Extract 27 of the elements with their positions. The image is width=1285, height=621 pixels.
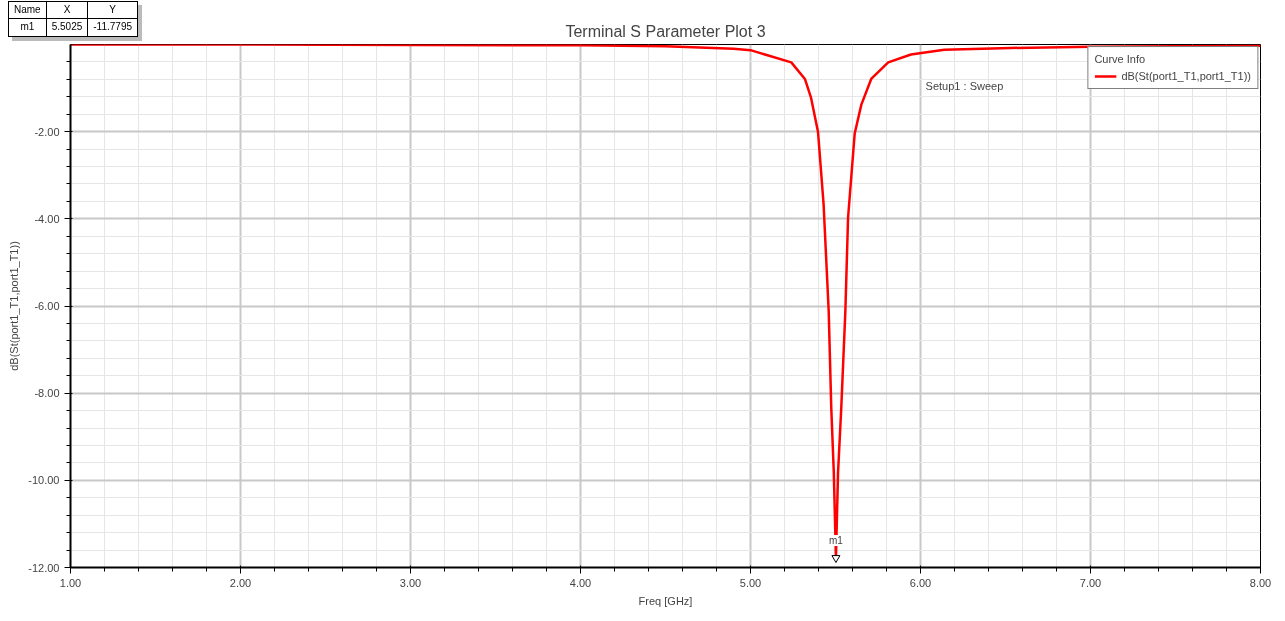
- text: Y: [87, 1, 138, 19]
- x-tick-label: 2.00: [229, 576, 252, 589]
- y-axis-title: dB(St(port1_T1,port1_T1)): [8, 241, 21, 371]
- legend-label: dB(St(port1_T1,port1_T1)): [1121, 70, 1251, 82]
- text: X: [46, 1, 88, 19]
- x-tick-label: 4.00: [569, 576, 592, 589]
- x-axis-title: Freq [GHz]: [638, 594, 693, 607]
- text: 5.5025: [46, 18, 88, 37]
- legend-title: Curve Info: [1094, 53, 1147, 65]
- annotation: m1: [828, 534, 844, 546]
- x-tick-label: 5.00: [739, 576, 762, 589]
- text: m1: [8, 18, 47, 37]
- chart-title: Terminal S Parameter Plot 3: [565, 22, 766, 40]
- y-tick-label: -4.00: [34, 212, 60, 225]
- y-tick-label: -6.00: [34, 300, 60, 312]
- x-tick-label: 1.00: [59, 576, 82, 589]
- y-tick-label: -2.00: [34, 125, 60, 138]
- annotation: Setup1 : Sweep: [925, 79, 1004, 92]
- x-tick-label: 7.00: [1079, 576, 1102, 589]
- y-tick-label: -10.00: [28, 474, 60, 487]
- text: -11.7795: [87, 18, 138, 37]
- x-tick-label: 3.00: [399, 576, 422, 589]
- x-tick-label: 8.00: [1249, 576, 1272, 589]
- text: Name: [8, 1, 47, 19]
- y-tick-label: -8.00: [34, 387, 60, 400]
- y-tick-label: -12.00: [28, 561, 60, 574]
- x-tick-label: 6.00: [909, 576, 932, 589]
